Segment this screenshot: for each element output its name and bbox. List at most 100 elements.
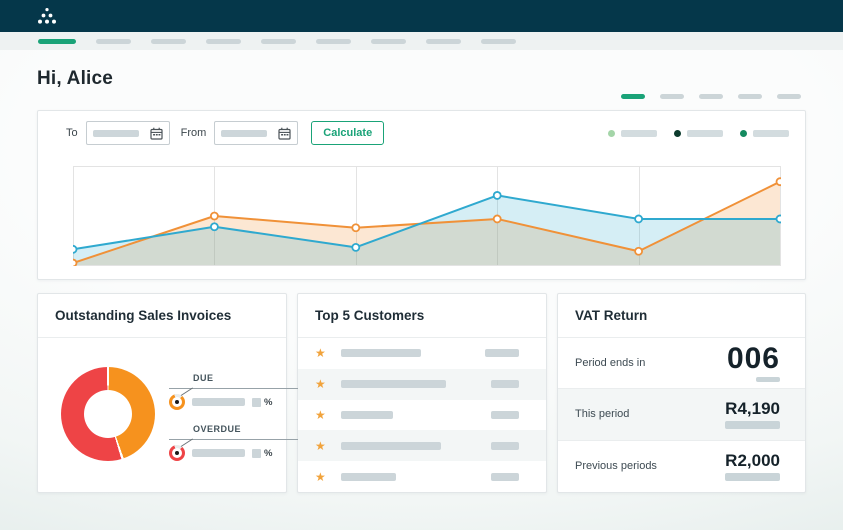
gauge-dot bbox=[175, 451, 179, 455]
star-icon: ★ bbox=[315, 469, 326, 484]
nav-item[interactable] bbox=[151, 38, 186, 44]
line-chart-svg bbox=[68, 166, 785, 268]
vat-row-value: R2,000 bbox=[725, 450, 780, 470]
bottom-cards-row: Outstanding Sales Invoices DUE% OVERDUE% … bbox=[37, 293, 806, 493]
customer-value-skeleton bbox=[491, 472, 519, 481]
nav-item[interactable] bbox=[316, 38, 351, 44]
vat-row-value-block: 006 bbox=[726, 342, 780, 383]
metric-row: % bbox=[169, 387, 306, 410]
gauge-icon bbox=[169, 445, 185, 461]
metric-overdue: OVERDUE% bbox=[169, 419, 306, 461]
customer-value-skeleton bbox=[485, 349, 519, 358]
gauge-dot bbox=[175, 400, 179, 404]
legend-item[interactable] bbox=[608, 129, 657, 137]
customer-name-skeleton bbox=[340, 380, 446, 389]
vat-row: This period R4,190 bbox=[558, 389, 805, 441]
nav-item[interactable] bbox=[426, 38, 461, 44]
nav-item[interactable] bbox=[96, 38, 131, 44]
metric-label: DUE bbox=[193, 373, 214, 383]
percent-symbol: % bbox=[264, 396, 273, 408]
top-customers-card: Top 5 Customers ★ ★ ★ ★ ★ bbox=[297, 293, 547, 493]
legend-label-skeleton bbox=[753, 129, 789, 137]
legend-label-skeleton bbox=[621, 129, 657, 137]
metric-due: DUE% bbox=[169, 368, 306, 410]
chart-legend bbox=[608, 129, 789, 137]
vat-row-value-block: R2,000 bbox=[725, 450, 780, 481]
customer-row[interactable]: ★ bbox=[298, 461, 546, 492]
calculate-button[interactable]: Calculate bbox=[311, 121, 385, 145]
legend-item[interactable] bbox=[740, 129, 789, 137]
invoice-metrics: DUE% OVERDUE% bbox=[169, 368, 306, 470]
customer-row[interactable]: ★ bbox=[298, 338, 546, 369]
legend-dark-green-dot bbox=[674, 129, 681, 137]
vat-value-skeleton bbox=[725, 420, 780, 429]
to-label: To bbox=[66, 127, 78, 139]
app-logo-icon[interactable] bbox=[37, 7, 57, 25]
metric-label: OVERDUE bbox=[193, 424, 242, 434]
calendar-icon[interactable] bbox=[278, 127, 291, 140]
metric-percent-skeleton bbox=[252, 448, 261, 458]
top-navbar bbox=[0, 0, 843, 32]
metric-label-row: OVERDUE bbox=[169, 419, 306, 440]
card-title: VAT Return bbox=[558, 294, 805, 338]
metric-value-skeleton bbox=[192, 398, 245, 406]
metric-row: % bbox=[169, 438, 306, 461]
main-content: Hi, Alice To From bbox=[0, 66, 843, 493]
star-icon: ★ bbox=[315, 377, 326, 392]
vat-value-skeleton bbox=[725, 472, 780, 481]
customer-row[interactable]: ★ bbox=[298, 430, 546, 462]
outstanding-invoices-card: Outstanding Sales Invoices DUE% OVERDUE% bbox=[37, 293, 306, 493]
main-nav-skeleton bbox=[0, 32, 843, 50]
page-title: Hi, Alice bbox=[37, 68, 114, 89]
legend-light-green-dot bbox=[608, 129, 615, 137]
vat-row-label: Period ends in bbox=[575, 357, 646, 370]
legend-mid-green-dot bbox=[740, 129, 747, 137]
vat-row-label: Previous periods bbox=[575, 460, 657, 473]
vat-row-value-block: R4,190 bbox=[725, 398, 780, 429]
star-icon: ★ bbox=[315, 438, 326, 453]
metric-value-skeleton bbox=[192, 449, 245, 457]
overview-chart-card: To From bbox=[37, 110, 806, 280]
legend-item[interactable] bbox=[674, 129, 723, 137]
vat-row: Previous periods R2,000 bbox=[558, 441, 805, 492]
customers-list: ★ ★ ★ ★ ★ bbox=[298, 338, 546, 492]
customer-row[interactable]: ★ bbox=[298, 368, 546, 400]
star-icon: ★ bbox=[315, 407, 326, 422]
calendar-icon[interactable] bbox=[150, 127, 163, 140]
gauge-icon bbox=[169, 394, 185, 410]
chart-tab[interactable] bbox=[738, 94, 762, 99]
customer-value-skeleton bbox=[491, 410, 519, 419]
chart-tab[interactable] bbox=[660, 94, 684, 99]
card-title: Outstanding Sales Invoices bbox=[38, 294, 286, 338]
line-area-chart bbox=[68, 166, 785, 268]
metric-percent-skeleton bbox=[252, 397, 261, 407]
customer-name-skeleton bbox=[340, 441, 441, 450]
customer-row[interactable]: ★ bbox=[298, 400, 546, 431]
chart-tabs-skeleton bbox=[37, 94, 806, 99]
vat-return-card: VAT Return Period ends in 006 This period R… bbox=[557, 293, 806, 493]
vat-row-label: This period bbox=[575, 408, 630, 421]
from-date-input[interactable] bbox=[214, 121, 299, 145]
chart-tab[interactable] bbox=[699, 94, 723, 99]
chart-tab[interactable] bbox=[777, 94, 801, 99]
vat-row-value: 006 bbox=[726, 342, 780, 376]
nav-item[interactable] bbox=[481, 38, 516, 44]
chart-tab-active[interactable] bbox=[621, 94, 645, 99]
to-date-input[interactable] bbox=[85, 121, 170, 145]
customer-value-skeleton bbox=[491, 441, 519, 450]
chart-controls: To From bbox=[38, 111, 805, 145]
nav-item[interactable] bbox=[206, 38, 241, 44]
nav-item[interactable] bbox=[371, 38, 406, 44]
percent-symbol: % bbox=[264, 447, 273, 459]
vat-rows: Period ends in 006 This period R4,190 Previo… bbox=[558, 338, 805, 492]
customer-value-skeleton bbox=[491, 380, 519, 389]
legend-label-skeleton bbox=[687, 129, 723, 137]
vat-row: Period ends in 006 bbox=[558, 338, 805, 390]
from-label: From bbox=[180, 127, 207, 139]
nav-item-active[interactable] bbox=[38, 38, 76, 44]
metric-label-row: DUE bbox=[169, 368, 306, 389]
vat-row-value: R4,190 bbox=[725, 398, 780, 418]
customer-name-skeleton bbox=[340, 472, 396, 481]
nav-item[interactable] bbox=[261, 38, 296, 44]
date-placeholder-bar bbox=[221, 129, 268, 137]
